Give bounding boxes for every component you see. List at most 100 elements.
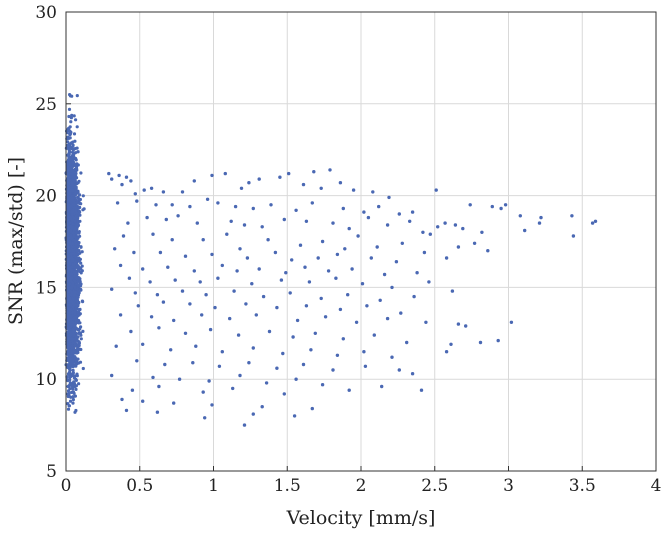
data-point	[350, 267, 354, 271]
cluster-point	[68, 178, 72, 182]
cluster-point	[76, 301, 80, 305]
cluster-point	[68, 366, 72, 371]
cluster-point	[67, 349, 71, 353]
data-point	[292, 414, 297, 418]
data-point	[354, 320, 359, 324]
cluster-point	[66, 172, 71, 176]
data-point	[154, 203, 158, 207]
cluster-point	[72, 155, 76, 159]
data-point	[499, 206, 503, 211]
cluster-point	[67, 318, 71, 322]
x-tick-label: 2	[356, 476, 367, 496]
cluster-point	[73, 344, 77, 348]
cluster-point	[73, 383, 77, 387]
cluster-point	[68, 333, 72, 338]
data-point	[397, 212, 401, 216]
data-point	[408, 219, 412, 223]
data-point	[110, 287, 114, 291]
cluster-point	[71, 143, 75, 147]
data-point	[161, 300, 166, 304]
y-tick-label: 20	[35, 187, 57, 207]
cluster-point	[71, 189, 75, 193]
data-point	[135, 199, 139, 203]
data-point	[201, 390, 205, 394]
data-point	[313, 331, 317, 335]
cluster-point	[67, 394, 71, 398]
x-tick-labels: 0 0.5 1 1.5 2 2.5 3 3.5 4	[61, 476, 662, 496]
x-tick-label: 4	[651, 476, 662, 496]
data-point	[210, 403, 214, 407]
cluster-point	[67, 279, 71, 283]
data-point	[166, 265, 170, 269]
cluster-point	[66, 384, 70, 389]
data-point	[208, 327, 213, 332]
cluster-point	[67, 282, 72, 286]
data-point	[129, 329, 133, 334]
data-point	[294, 208, 298, 212]
data-point	[341, 206, 345, 211]
data-point	[295, 318, 300, 323]
cluster-point	[76, 236, 80, 240]
data-point	[275, 366, 279, 370]
data-point	[117, 173, 121, 178]
cluster-point	[75, 282, 79, 286]
data-points	[64, 93, 598, 427]
data-point	[456, 245, 461, 249]
cluster-point	[73, 274, 77, 278]
cluster-point	[67, 311, 71, 315]
data-point	[309, 348, 313, 352]
cluster-point	[78, 213, 82, 217]
data-point	[266, 238, 270, 242]
data-point	[304, 304, 309, 308]
cluster-point	[71, 323, 75, 327]
cluster-point	[74, 185, 78, 189]
data-point	[176, 214, 180, 218]
cluster-point	[69, 268, 73, 272]
cluster-point	[70, 372, 74, 376]
data-point	[155, 293, 160, 297]
cluster-point	[74, 227, 78, 231]
data-point	[142, 188, 146, 192]
cluster-point	[74, 118, 78, 122]
data-point	[183, 331, 188, 335]
cluster-point	[66, 165, 70, 169]
cluster-point	[74, 377, 78, 381]
cluster-point	[75, 256, 80, 260]
data-point	[385, 223, 390, 227]
data-point	[291, 335, 295, 339]
cluster-point	[74, 158, 78, 162]
data-point	[415, 271, 419, 275]
cluster-point	[74, 276, 78, 280]
y-tick-label: 15	[35, 278, 57, 298]
cluster-point	[69, 357, 73, 361]
x-tick-label: 0.5	[126, 476, 153, 496]
cluster-point	[68, 387, 72, 391]
cluster-point	[75, 298, 80, 303]
data-point	[169, 348, 173, 352]
data-point	[472, 241, 477, 245]
data-point	[421, 230, 425, 234]
data-point	[229, 219, 233, 223]
cluster-point	[80, 264, 84, 268]
cluster-point	[75, 252, 79, 256]
data-point	[310, 201, 314, 205]
plot-frame	[65, 11, 657, 472]
cluster-point	[81, 208, 85, 212]
data-point	[387, 195, 391, 200]
cluster-point	[75, 362, 79, 366]
data-point	[378, 298, 382, 302]
cluster-point	[69, 286, 74, 290]
cluster-point	[68, 354, 72, 358]
data-point	[590, 221, 595, 225]
cluster-point	[70, 320, 74, 324]
cluster-point	[69, 252, 73, 256]
cluster-point	[76, 231, 81, 235]
data-point	[172, 401, 176, 405]
cluster-point	[69, 120, 73, 124]
cluster-point	[71, 245, 75, 249]
data-point	[303, 265, 307, 269]
data-point	[250, 282, 254, 286]
data-point	[410, 210, 415, 214]
data-point	[148, 280, 152, 284]
data-point	[328, 168, 332, 172]
